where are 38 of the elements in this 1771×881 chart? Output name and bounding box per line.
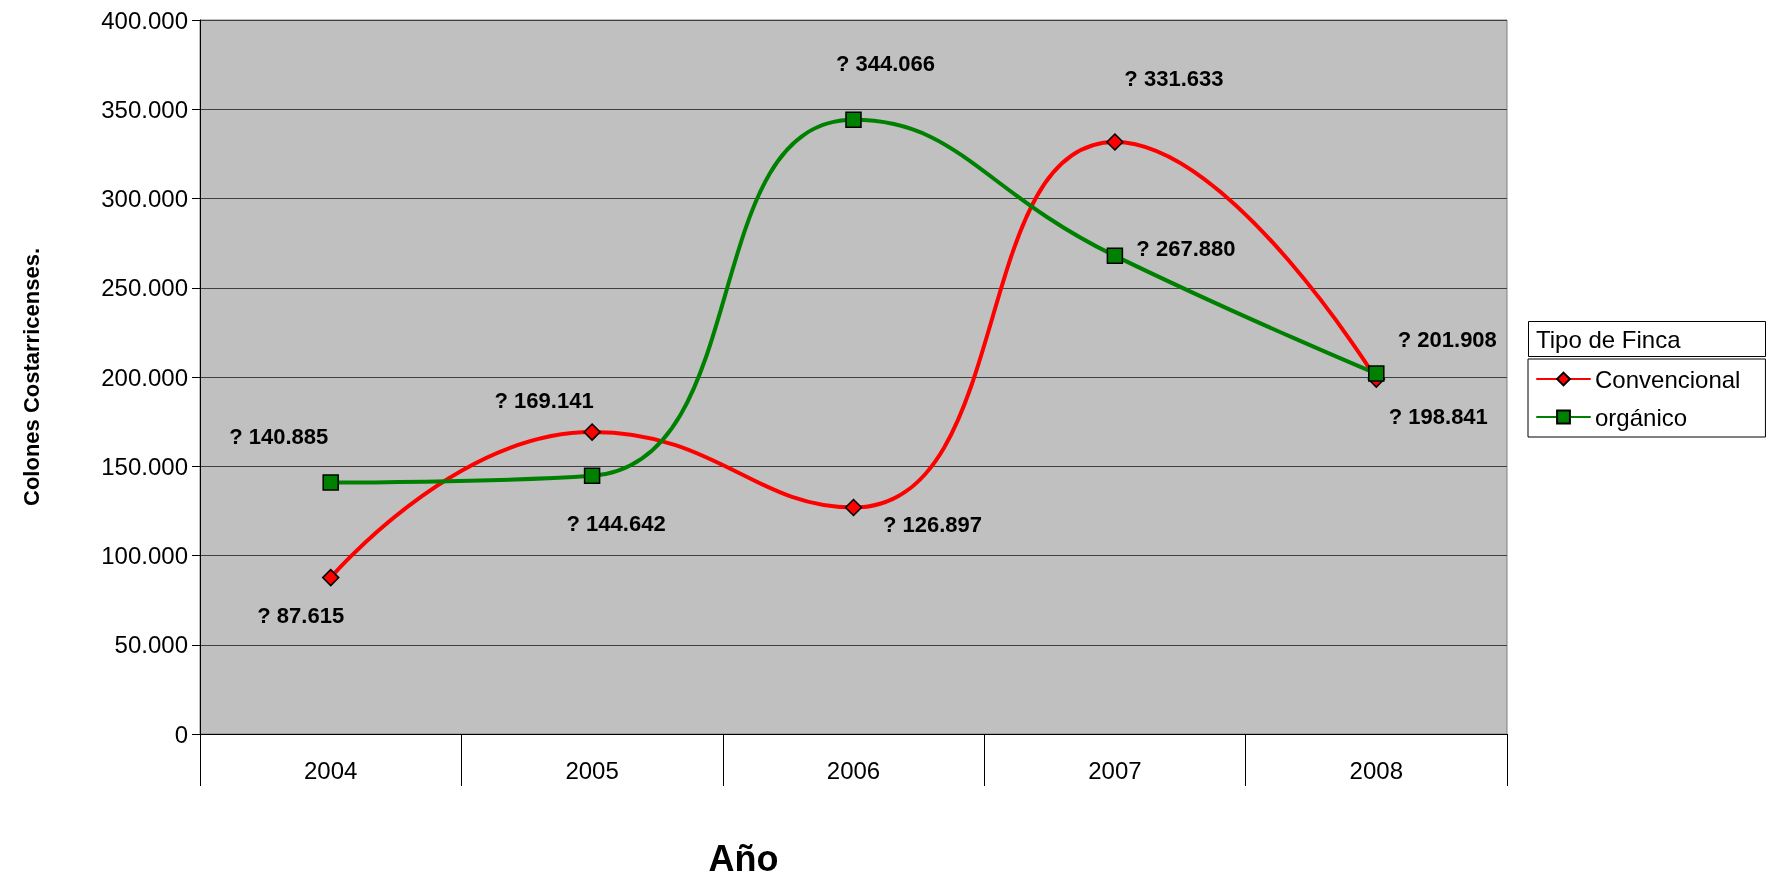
point [583,467,601,485]
y-tick-label: 100.000 [101,542,188,569]
point [583,423,601,441]
point [845,111,862,129]
point [321,568,340,587]
data-label: ? 169.141 [494,387,594,413]
x-tick-label: 2007 [1088,756,1142,784]
y-tick-label: 50.000 [114,631,188,659]
data-label: ? 144.642 [566,511,666,537]
legend-label: orgánico [1595,403,1688,431]
data-label: ? 344.066 [835,51,936,77]
legend-label: Convencional [1595,365,1741,393]
point [844,498,863,517]
point [322,474,339,491]
y-tick-label: 350.000 [101,95,188,123]
x-tick-label: 2005 [565,756,619,784]
legend-title: Tipo de Finca [1536,325,1682,353]
y-tick-label: 0 [174,720,188,748]
y-tick-label: 200.000 [101,363,188,391]
y-tick-label: 400.000 [101,6,188,34]
data-label: ? 267.880 [1136,236,1236,262]
x-tick-label: 2004 [304,756,358,784]
data-label: ? 140.885 [229,424,329,450]
point [1106,247,1124,265]
point [1106,133,1124,151]
data-label: ? 331.633 [1124,65,1224,91]
y-tick-label: 250.000 [101,274,188,302]
x-tick-label: 2008 [1349,756,1403,784]
data-label: ? 198.841 [1388,403,1488,429]
x-tick-label: 2006 [826,756,881,784]
x-axis-title: Año [708,837,779,879]
y-axis-title: Colones Costarricenses. [18,248,44,506]
data-label: ? 201.908 [1397,327,1497,353]
data-label: ? 87.615 [257,603,345,629]
y-tick-label: 150.000 [101,452,188,480]
point [1368,365,1385,382]
y-tick-label: 300.000 [101,185,188,212]
data-label: ? 126.897 [882,511,983,537]
